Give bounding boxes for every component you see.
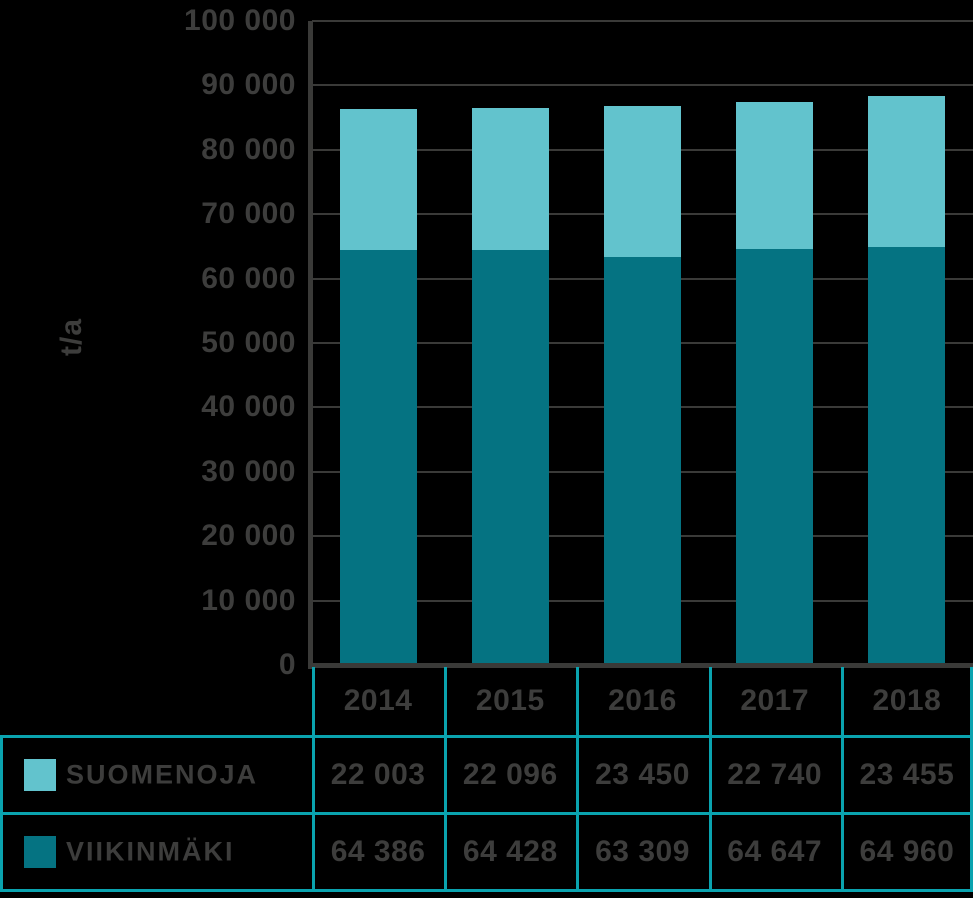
table-border-vertical xyxy=(444,735,447,892)
bar-segment-suomenoja-2015 xyxy=(471,107,549,251)
bar-segment-viikinmäki-2014 xyxy=(339,250,417,665)
table-border-vertical xyxy=(841,667,844,735)
grid-line xyxy=(312,84,973,87)
value-cell-suomenoja-2015: 22 096 xyxy=(462,758,558,791)
y-tick-label: 80 000 xyxy=(201,132,296,166)
value-cell-suomenoja-2017: 22 740 xyxy=(727,758,823,791)
x-axis-line xyxy=(308,663,973,668)
y-axis-line xyxy=(308,21,313,669)
value-cell-viikinmäki-2014: 64 386 xyxy=(330,835,426,868)
y-tick-label: 50 000 xyxy=(201,326,296,359)
y-tick-label: 0 xyxy=(278,648,296,681)
y-tick-label: 60 000 xyxy=(201,261,296,295)
bar-segment-suomenoja-2017 xyxy=(736,102,814,249)
value-cell-suomenoja-2016: 23 450 xyxy=(595,758,690,791)
value-cell-viikinmäki-2015: 64 428 xyxy=(462,835,558,868)
y-tick-label: 30 000 xyxy=(201,454,296,488)
table-border-vertical xyxy=(444,667,447,735)
bar-segment-viikinmäki-2018 xyxy=(868,246,946,665)
y-tick-label: 70 000 xyxy=(201,197,296,231)
legend-label-suomenoja: SUOMENOJA xyxy=(66,759,259,790)
year-cell-2015: 2015 xyxy=(475,684,545,717)
table-border-vertical xyxy=(970,735,973,892)
table-border-horizontal xyxy=(0,889,973,892)
y-tick-label: 10 000 xyxy=(201,583,296,617)
table-border-vertical xyxy=(0,735,3,892)
legend-swatch-suomenoja xyxy=(24,759,56,791)
bar-segment-viikinmäki-2016 xyxy=(604,257,681,665)
value-cell-viikinmäki-2017: 64 647 xyxy=(727,835,823,868)
bar-segment-viikinmäki-2017 xyxy=(736,248,814,665)
bar-segment-suomenoja-2018 xyxy=(868,95,946,247)
legend-label-viikinmäki: VIIKINMÄKI xyxy=(66,836,235,867)
value-cell-viikinmäki-2016: 63 309 xyxy=(595,835,690,868)
y-tick-label: 20 000 xyxy=(201,519,296,553)
y-tick-label: 100 000 xyxy=(184,4,296,37)
year-cell-2014: 2014 xyxy=(343,684,413,717)
table-border-vertical xyxy=(576,735,579,892)
bar-segment-suomenoja-2016 xyxy=(604,106,681,258)
y-tick-label: 40 000 xyxy=(201,390,296,424)
bar-segment-viikinmäki-2015 xyxy=(471,250,549,665)
table-border-vertical xyxy=(841,735,844,892)
bar-segment-suomenoja-2014 xyxy=(339,108,417,251)
legend-swatch-viikinmäki xyxy=(24,836,56,868)
table-border-vertical xyxy=(576,667,579,735)
table-border-vertical xyxy=(312,735,315,892)
table-border-horizontal xyxy=(0,735,973,738)
table-border-horizontal xyxy=(0,812,973,815)
table-border-vertical xyxy=(312,667,315,735)
table-border-vertical xyxy=(970,667,973,735)
year-cell-2018: 2018 xyxy=(872,684,942,717)
table-border-vertical xyxy=(709,667,712,735)
y-tick-label: 90 000 xyxy=(201,68,296,102)
year-cell-2017: 2017 xyxy=(740,684,810,717)
grid-line xyxy=(312,20,973,22)
value-cell-viikinmäki-2018: 64 960 xyxy=(859,835,955,868)
value-cell-suomenoja-2014: 22 003 xyxy=(330,758,426,791)
value-cell-suomenoja-2018: 23 455 xyxy=(859,758,955,791)
table-border-vertical xyxy=(709,735,712,892)
year-cell-2016: 2016 xyxy=(608,684,677,717)
